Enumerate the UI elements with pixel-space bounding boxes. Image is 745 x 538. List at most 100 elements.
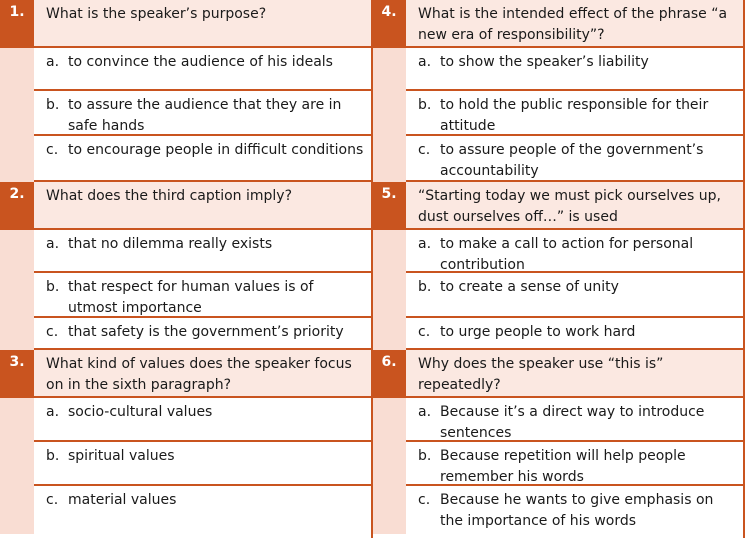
question-block-6: 6. Why does the speaker use “this is” re… (372, 350, 745, 534)
option-letter: b. (46, 448, 60, 464)
option-letter: c. (418, 324, 431, 340)
option-text: Because he wants to give emphasis on the… (440, 492, 714, 529)
option-c[interactable]: c. Because he wants to give emphasis on … (406, 486, 745, 534)
option-letter: c. (418, 492, 431, 508)
option-row: c. to encourage people in difficult cond… (0, 136, 372, 182)
option-letter: b. (418, 97, 432, 113)
question-number: 5. (372, 182, 406, 230)
option-letter: a. (418, 236, 432, 252)
option-c[interactable]: c. that safety is the government’s prior… (34, 318, 372, 350)
number-column-pad (0, 48, 34, 91)
question-row: 3. What kind of values does the speaker … (0, 350, 372, 398)
option-letter: a. (46, 54, 60, 70)
question-row: 4. What is the intended effect of the ph… (372, 0, 745, 48)
option-row: b. Because repetition will help people r… (372, 442, 745, 486)
left-column: 1. What is the speaker’s purpose? a. to … (0, 0, 372, 538)
option-a[interactable]: a. that no dilemma really exists (34, 230, 372, 273)
question-row: 6. Why does the speaker use “this is” re… (372, 350, 745, 398)
option-text: to assure the audience that they are in … (68, 97, 342, 134)
option-row: a. Because it’s a direct way to introduc… (372, 398, 745, 442)
question-text: “Starting today we must pick ourselves u… (406, 182, 745, 230)
option-a[interactable]: a. Because it’s a direct way to introduc… (406, 398, 745, 442)
number-column-pad (0, 136, 34, 182)
option-a[interactable]: a. socio-cultural values (34, 398, 372, 442)
option-text: to create a sense of unity (440, 279, 619, 295)
option-c[interactable]: c. to urge people to work hard (406, 318, 745, 350)
question-block-1: 1. What is the speaker’s purpose? a. to … (0, 0, 372, 182)
option-letter: a. (418, 54, 432, 70)
option-text: to hold the public responsible for their… (440, 97, 709, 134)
number-column-pad (372, 398, 406, 442)
option-row: c. to assure people of the government’s … (372, 136, 745, 182)
option-row: c. that safety is the government’s prior… (0, 318, 372, 350)
question-block-4: 4. What is the intended effect of the ph… (372, 0, 745, 182)
option-letter: b. (418, 279, 432, 295)
number-column-pad (0, 91, 34, 136)
question-block-2: 2. What does the third caption imply? a.… (0, 182, 372, 350)
question-text: Why does the speaker use “this is” repea… (406, 350, 745, 398)
option-b[interactable]: b. spiritual values (34, 442, 372, 486)
number-column-pad (0, 486, 34, 534)
number-column-pad (372, 91, 406, 136)
option-letter: b. (46, 279, 60, 295)
number-column-pad (0, 230, 34, 273)
option-b[interactable]: b. Because repetition will help people r… (406, 442, 745, 486)
number-column-pad (0, 398, 34, 442)
option-row: b. to hold the public responsible for th… (372, 91, 745, 136)
question-number: 1. (0, 0, 34, 48)
question-text: What kind of values does the speaker foc… (34, 350, 372, 398)
option-letter: b. (418, 448, 432, 464)
option-text: that no dilemma really exists (68, 236, 273, 252)
option-text: that safety is the government’s priority (68, 324, 344, 340)
question-text: What is the intended effect of the phras… (406, 0, 745, 48)
number-column-pad (372, 442, 406, 486)
option-a[interactable]: a. to make a call to action for personal… (406, 230, 745, 273)
option-row: b. spiritual values (0, 442, 372, 486)
option-letter: a. (418, 404, 432, 420)
option-text: material values (68, 492, 177, 508)
number-column-pad (0, 318, 34, 350)
option-b[interactable]: b. that respect for human values is of u… (34, 273, 372, 318)
option-row: a. socio-cultural values (0, 398, 372, 442)
option-c[interactable]: c. to encourage people in difficult cond… (34, 136, 372, 182)
question-number: 6. (372, 350, 406, 398)
option-text: to encourage people in difficult conditi… (68, 142, 364, 158)
question-text: What is the speaker’s purpose? (34, 0, 372, 48)
option-letter: c. (418, 142, 431, 158)
question-row: 5. “Starting today we must pick ourselve… (372, 182, 745, 230)
number-column-pad (0, 442, 34, 486)
question-block-5: 5. “Starting today we must pick ourselve… (372, 182, 745, 350)
option-text: Because it’s a direct way to introduce s… (440, 404, 705, 441)
option-text: to make a call to action for personal co… (440, 236, 694, 273)
number-column-pad (372, 273, 406, 318)
right-column: 4. What is the intended effect of the ph… (372, 0, 745, 538)
option-a[interactable]: a. to convince the audience of his ideal… (34, 48, 372, 91)
option-row: a. that no dilemma really exists (0, 230, 372, 273)
option-row: c. to urge people to work hard (372, 318, 745, 350)
number-column-pad (372, 136, 406, 182)
option-a[interactable]: a. to show the speaker’s liability (406, 48, 745, 91)
option-text: spiritual values (68, 448, 175, 464)
option-b[interactable]: b. to hold the public responsible for th… (406, 91, 745, 136)
question-number: 2. (0, 182, 34, 230)
option-text: to convince the audience of his ideals (68, 54, 333, 70)
option-text: Because repetition will help people reme… (440, 448, 686, 485)
option-letter: a. (46, 404, 60, 420)
option-c[interactable]: c. to assure people of the government’s … (406, 136, 745, 182)
number-column-pad (372, 230, 406, 273)
column-divider (371, 0, 373, 538)
number-column-pad (372, 48, 406, 91)
option-row: a. to make a call to action for personal… (372, 230, 745, 273)
option-row: c. material values (0, 486, 372, 534)
option-text: that respect for human values is of utmo… (68, 279, 314, 316)
question-text: What does the third caption imply? (34, 182, 372, 230)
option-b[interactable]: b. to create a sense of unity (406, 273, 745, 318)
option-letter: b. (46, 97, 60, 113)
option-text: to assure people of the government’s acc… (440, 142, 704, 179)
option-b[interactable]: b. to assure the audience that they are … (34, 91, 372, 136)
right-border (743, 0, 745, 538)
option-letter: c. (46, 324, 59, 340)
option-text: socio-cultural values (68, 404, 213, 420)
option-letter: c. (46, 142, 59, 158)
option-c[interactable]: c. material values (34, 486, 372, 534)
